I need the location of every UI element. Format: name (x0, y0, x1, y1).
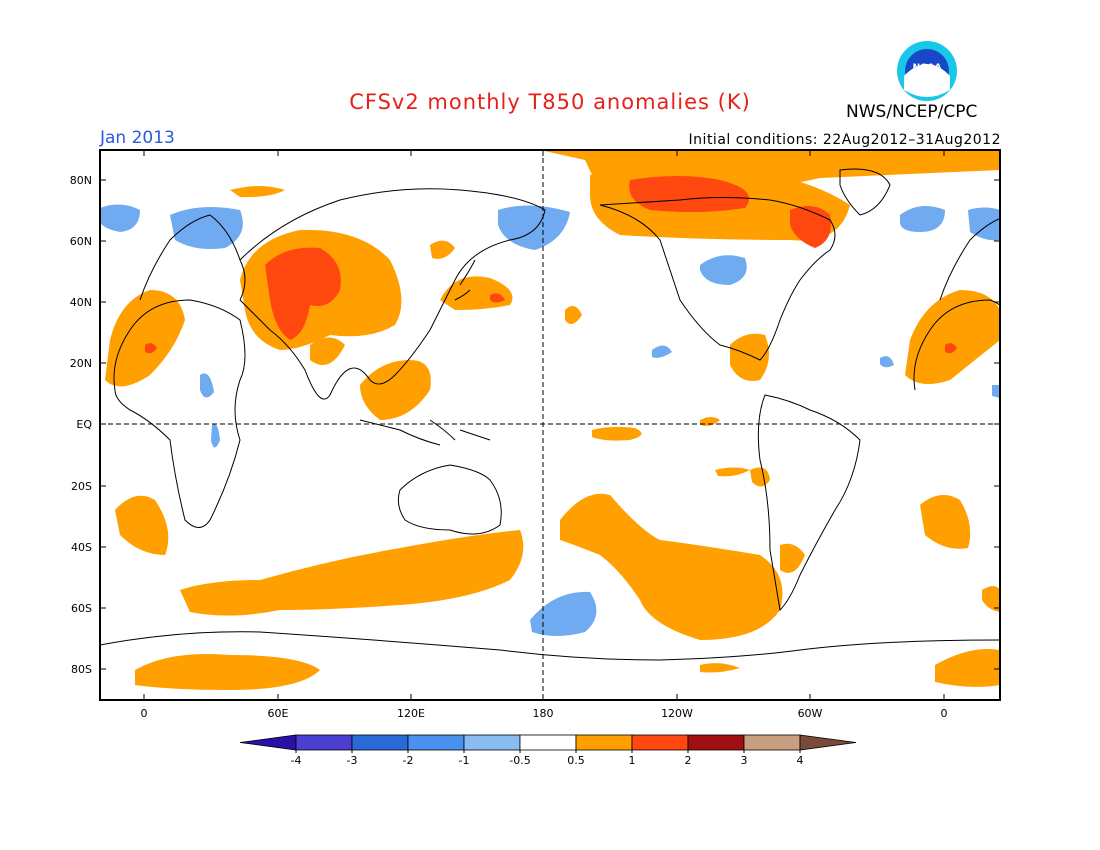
plot-frame (99, 149, 1001, 701)
colorbar-box (295, 734, 353, 751)
lon-label: 60E (268, 707, 289, 720)
lon-label: 60W (798, 707, 823, 720)
lat-label: 40S (71, 541, 92, 554)
lon-label: 120W (661, 707, 693, 720)
lon-label: 120E (397, 707, 425, 720)
initial-conditions-label: Initial conditions: 22Aug2012–31Aug2012 (688, 132, 1001, 148)
colorbar-label: 1 (629, 754, 636, 767)
colorbar-box (743, 734, 801, 751)
map-title: CFSv2 monthly T850 anomalies (K) (349, 90, 751, 114)
colorbar-box (575, 734, 633, 751)
colorbar-label: 4 (797, 754, 804, 767)
lat-label: 80S (71, 663, 92, 676)
valid-month-label: Jan 2013 (100, 128, 175, 148)
noaa-logo-icon: NOAA (897, 41, 957, 101)
colorbar-box (687, 734, 745, 751)
colorbar-label: -4 (291, 754, 302, 767)
lat-label: 20S (71, 480, 92, 493)
lat-label: 20N (70, 357, 92, 370)
colorbar-label: -2 (403, 754, 414, 767)
colorbar: -4 -3 -2 -1 -0.5 0.5 1 2 3 4 (239, 734, 857, 767)
colorbar-box (463, 734, 521, 751)
lat-label: 60S (71, 602, 92, 615)
lat-label: EQ (76, 418, 92, 431)
lat-label: 40N (70, 296, 92, 309)
colorbar-label: 3 (741, 754, 748, 767)
agency-label: NWS/NCEP/CPC (846, 102, 978, 122)
colorbar-label: 0.5 (567, 754, 585, 767)
colorbar-label: 2 (685, 754, 692, 767)
colorbar-box (631, 734, 689, 751)
colorbar-label: -0.5 (509, 754, 530, 767)
lon-label: 180 (533, 707, 554, 720)
anomaly-shading (100, 150, 1000, 700)
logo-text: NOAA (913, 63, 942, 73)
lon-label: 0 (941, 707, 948, 720)
colorbar-box (519, 734, 577, 751)
lat-label: 60N (70, 235, 92, 248)
longitude-axis: 0 60E 120E 180 120W 60W 0 (141, 150, 948, 720)
latitude-axis: 80N 60N 40N 20N EQ 20S 40S 60S 80S (70, 174, 1000, 676)
strong-warm-anomaly-regions (145, 176, 957, 354)
lon-label: 0 (141, 707, 148, 720)
colorbar-box (407, 734, 465, 751)
colorbar-arrow-right (799, 734, 857, 751)
cool-anomaly-regions (100, 204, 1000, 636)
reference-lines (100, 150, 1000, 700)
colorbar-box (351, 734, 409, 751)
colorbar-label: -1 (459, 754, 470, 767)
lat-label: 80N (70, 174, 92, 187)
colorbar-label: -3 (347, 754, 358, 767)
coastlines (100, 168, 1000, 661)
colorbar-arrow-left (239, 734, 297, 751)
